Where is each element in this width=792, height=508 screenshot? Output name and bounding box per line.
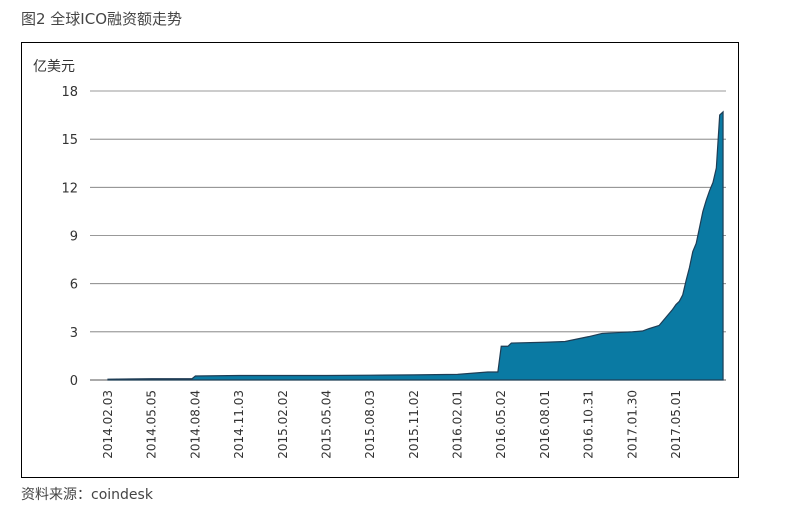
x-tick-label: 2014.11.03 (232, 390, 246, 459)
x-tick-label: 2016.08.01 (538, 390, 552, 459)
x-axis-tick-labels: 2014.02.03 2014.05.05 2014.08.04 2014.11.03… (101, 390, 683, 459)
y-tick-label: 15 (61, 133, 78, 148)
x-tick-label: 2016.02.01 (451, 390, 465, 459)
y-tick-label: 12 (61, 181, 78, 196)
x-tick-label: 2014.05.05 (145, 390, 159, 459)
chart-svg: 0 3 6 9 12 15 18 2014.02.03 2014.05.05 2014.08.0… (33, 59, 726, 459)
y-tick-label: 18 (61, 85, 78, 100)
area-series (107, 110, 724, 381)
x-tick-label: 2016.05.02 (494, 390, 508, 459)
y-axis-tick-labels: 0 3 6 9 12 15 18 (61, 85, 78, 389)
x-tick-label: 2015.02.02 (276, 390, 290, 459)
x-tick-label: 2016.10.31 (582, 390, 596, 459)
x-tick-label: 2014.08.04 (188, 390, 202, 459)
ico-funding-area (107, 110, 724, 381)
y-tick-label: 6 (70, 278, 78, 293)
y-tick-label: 3 (70, 326, 78, 341)
x-tick-label: 2014.02.03 (101, 390, 115, 459)
y-axis-unit-label: 亿美元 (33, 59, 75, 75)
x-tick-label: 2017.01.30 (625, 390, 639, 459)
x-tick-label: 2015.08.03 (363, 390, 377, 459)
x-tick-label: 2017.05.01 (669, 390, 683, 459)
chart-frame: 0 3 6 9 12 15 18 2014.02.03 2014.05.05 2014.08.0… (21, 42, 739, 478)
y-tick-label: 9 (70, 230, 78, 245)
x-tick-label: 2015.05.04 (319, 390, 333, 459)
figure-title: 图2 全球ICO融资额走势 (21, 10, 183, 28)
source-note: 资料来源：coindesk (21, 487, 153, 503)
y-tick-label: 0 (70, 374, 78, 389)
x-tick-label: 2015.11.02 (407, 390, 421, 459)
